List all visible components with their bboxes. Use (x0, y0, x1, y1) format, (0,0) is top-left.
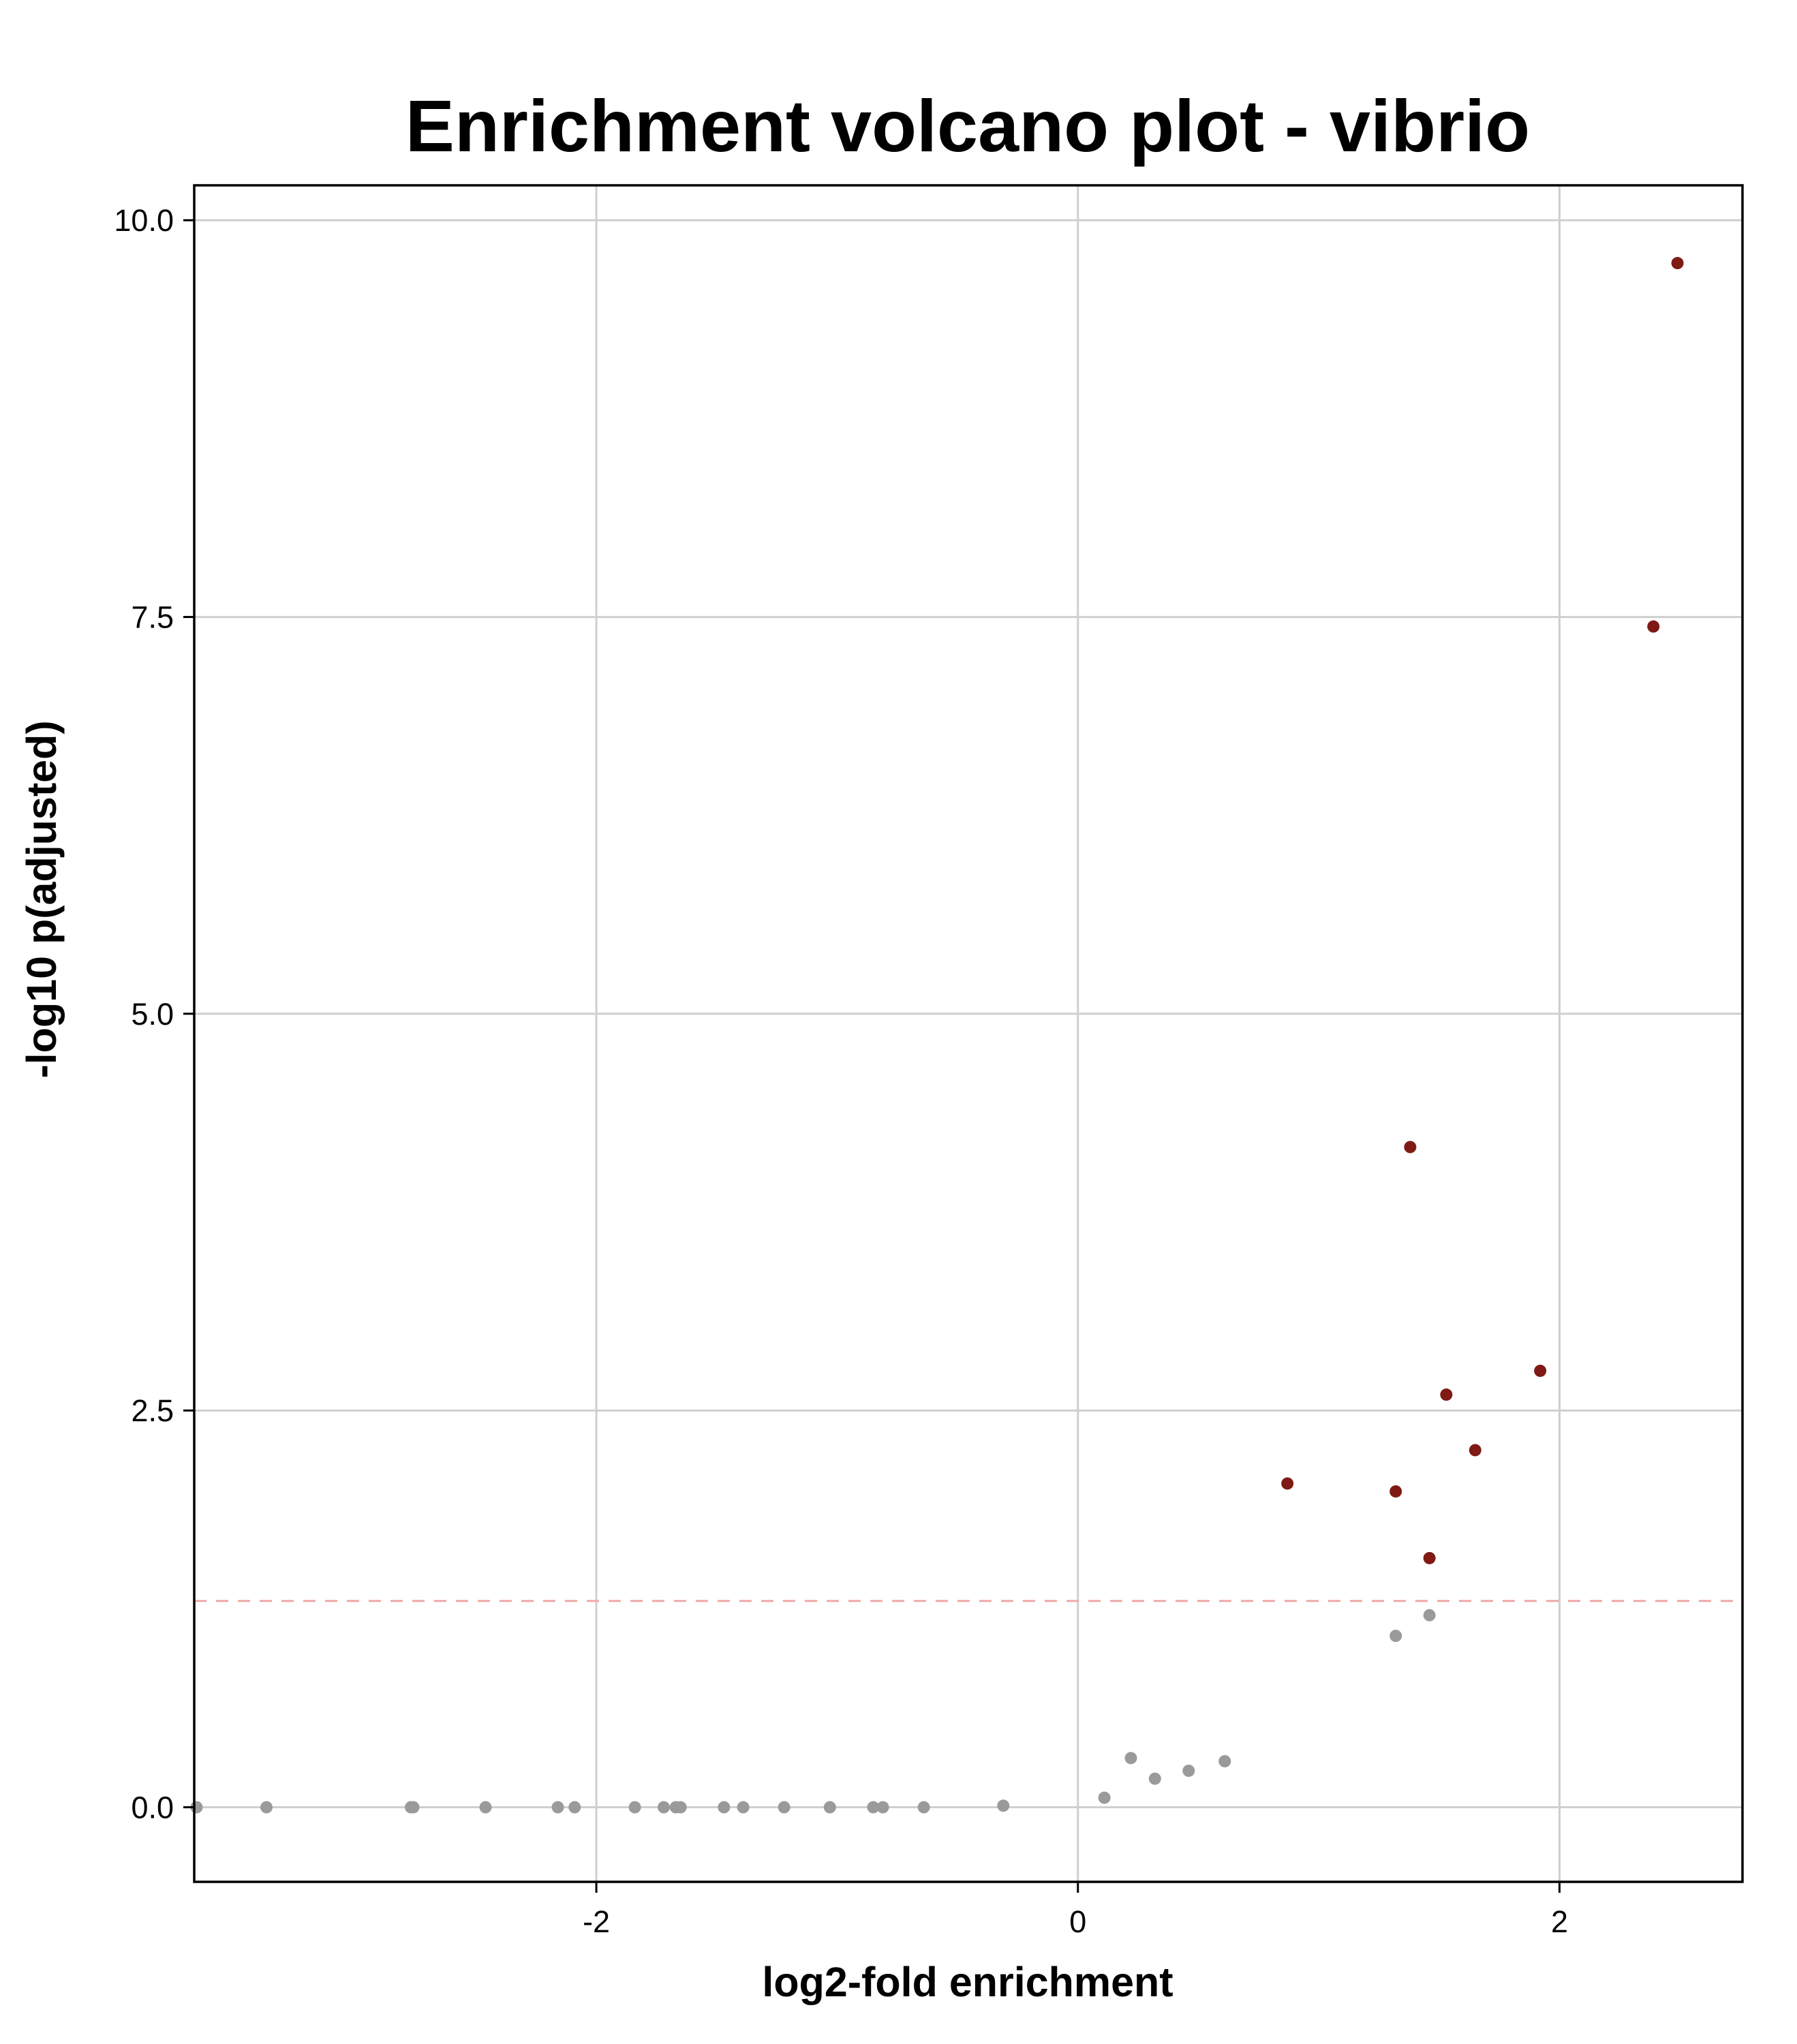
nonsignificant-point (1182, 1764, 1195, 1777)
nonsignificant-point (1124, 1752, 1137, 1765)
x-axis-label: log2-fold enrichment (762, 1959, 1173, 2005)
plot-frame (193, 184, 1744, 1883)
chart-title: Enrichment volcano plot - vibrio (405, 84, 1530, 167)
y-axis-label: -log10 p(adjusted) (18, 720, 65, 1078)
significant-point (1647, 620, 1660, 633)
nonsignificant-point (1389, 1629, 1402, 1642)
nonsignificant-point (778, 1801, 790, 1814)
nonsignificant-point (479, 1801, 492, 1814)
nonsignificant-point (628, 1801, 641, 1814)
y-tick-label: 2.5 (131, 1393, 174, 1428)
nonsignificant-point (1423, 1609, 1436, 1622)
y-tick-label: 0.0 (131, 1791, 174, 1825)
nonsignificant-point (718, 1801, 731, 1814)
nonsignificant-point (658, 1801, 671, 1814)
y-tick-label: 5.0 (131, 997, 174, 1032)
significant-point (1534, 1364, 1547, 1377)
nonsignificant-point (551, 1801, 564, 1814)
significant-point (1389, 1485, 1402, 1498)
nonsignificant-point (917, 1801, 930, 1814)
nonsignificant-point (407, 1801, 420, 1814)
significant-point (1423, 1551, 1436, 1564)
x-tick-label: -2 (583, 1904, 610, 1939)
grid-lines (194, 185, 1742, 1882)
nonsignificant-point (867, 1801, 880, 1814)
significant-point (1440, 1388, 1453, 1401)
axis-ticks: -2 0 2 0.0 2.5 5.0 7.5 10.0 (114, 203, 1568, 1939)
significant-point (1404, 1141, 1417, 1153)
data-points (190, 257, 1684, 1814)
y-tick-label: 7.5 (131, 600, 174, 635)
nonsignificant-point (997, 1799, 1010, 1812)
nonsignificant-point (1098, 1791, 1111, 1804)
y-tick-label: 10.0 (114, 203, 174, 238)
x-tick-label: 0 (1069, 1904, 1086, 1939)
significant-point (1671, 257, 1684, 270)
nonsignificant-point (1218, 1754, 1231, 1767)
nonsignificant-point (823, 1801, 836, 1814)
nonsignificant-point (1148, 1772, 1161, 1785)
x-tick-label: 2 (1551, 1904, 1568, 1939)
nonsignificant-point (876, 1801, 889, 1814)
nonsignificant-point (568, 1801, 581, 1814)
nonsignificant-point (737, 1801, 750, 1814)
significant-point (1469, 1444, 1481, 1457)
significant-point (1281, 1477, 1294, 1490)
nonsignificant-point (260, 1801, 273, 1814)
nonsignificant-point (674, 1801, 687, 1814)
